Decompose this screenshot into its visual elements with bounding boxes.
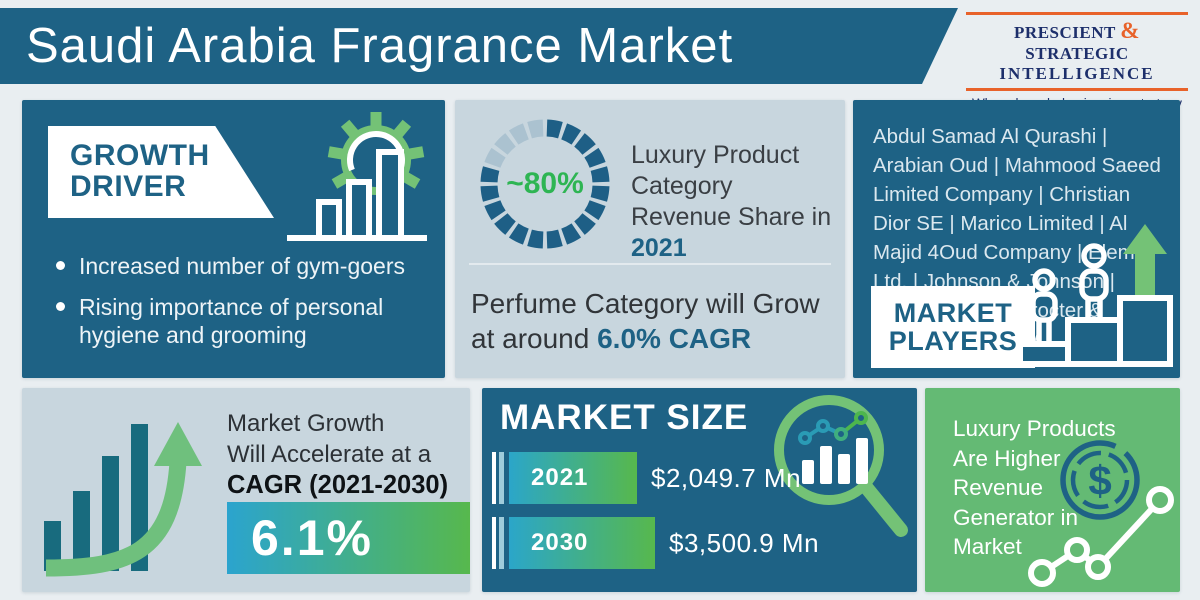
growth-driver-bullets: Increased number of gym-goers Rising imp… (56, 252, 431, 362)
donut-center-label: ~80% (506, 167, 584, 200)
growth-driver-bullet: Rising importance of personal hygiene an… (56, 293, 431, 349)
market-players-heading: MARKET PLAYERS (871, 286, 1035, 368)
logo-rule-top (966, 12, 1188, 15)
gear-bar-chart-icon (287, 112, 427, 241)
luxury-note-panel: Luxury Products Are Higher Revenue Gener… (925, 388, 1180, 592)
page-title: Saudi Arabia Fragrance Market (26, 19, 734, 73)
panel-divider (469, 263, 831, 265)
bar-year-label: 2030 (531, 529, 589, 556)
market-growth-panel: Market Growth Will Accelerate at a CAGR … (22, 388, 470, 592)
market-growth-line3: CAGR (2021-2030) (227, 471, 449, 499)
market-size-panel: MARKET SIZE 2021 $2,049.7 Mn (482, 388, 917, 592)
cagr-value: 6.1% (251, 510, 373, 566)
bar-stripe (499, 517, 504, 569)
magnifier-bar-chart-icon (774, 395, 908, 537)
market-size-bar: 2021 (509, 452, 637, 504)
logo-name-line2: INTELLIGENCE (999, 64, 1155, 83)
growth-driver-heading: GROWTH DRIVER (48, 126, 274, 218)
revenue-share-text: Luxury Product Category Revenue Share in… (631, 140, 837, 264)
perfume-growth-highlight: 6.0% CAGR (597, 323, 752, 354)
logo-ampersand: & (1120, 18, 1140, 43)
dollar-coin-trend-icon: $ (1028, 440, 1174, 587)
growth-driver-heading-line1: GROWTH (70, 139, 210, 172)
donut-chart (480, 119, 610, 249)
podium-people-arrow-icon (1017, 224, 1173, 367)
bar-stripe (492, 452, 496, 504)
cagr-value-box: 6.1% (227, 502, 470, 574)
logo-word-strategic: STRATEGIC (1025, 44, 1129, 63)
revenue-share-year: 2021 (631, 234, 687, 262)
bar-stripe (492, 517, 496, 569)
bullet-text: Increased number of gym-goers (79, 253, 405, 279)
market-size-row-2021: 2021 $2,049.7 Mn (492, 452, 801, 504)
market-growth-text: Market Growth Will Accelerate at a CAGR … (227, 408, 448, 501)
market-players-heading-line1: MARKET (893, 298, 1013, 328)
bar-value-label: $2,049.7 Mn (651, 462, 802, 493)
bar-value-label: $3,500.9 Mn (669, 527, 820, 558)
market-players-panel: Abdul Samad Al Qurashi | Arabian Oud | M… (853, 100, 1180, 378)
market-players-heading-line2: PLAYERS (888, 326, 1018, 356)
rising-bars-arrow-icon (44, 422, 202, 577)
bar-stripe (499, 452, 504, 504)
brand-logo: PRESCIENT & STRATEGIC INTELLIGENCE Where… (966, 12, 1188, 111)
bullet-dot (56, 302, 65, 311)
market-growth-line2: Will Accelerate at a (227, 441, 432, 468)
bar-year-label: 2021 (531, 464, 589, 491)
header-banner: Saudi Arabia Fragrance Market (0, 8, 958, 84)
revenue-share-panel: ~80% Luxury Product Category Revenue Sha… (455, 100, 845, 378)
growth-driver-bullet: Increased number of gym-goers (56, 252, 431, 280)
perfume-growth-text: Perfume Category will Grow at around 6.0… (471, 286, 839, 356)
market-size-row-2030: 2030 $3,500.9 Mn (492, 517, 819, 569)
logo-rule-bottom (966, 88, 1188, 91)
luxury-note-text: Luxury Products Are Higher Revenue Gener… (953, 416, 1116, 559)
logo-word-prescient: PRESCIENT (1014, 23, 1116, 42)
market-size-bar: 2030 (509, 517, 655, 569)
growth-driver-heading-line2: DRIVER (70, 170, 187, 203)
logo-name-line1: PRESCIENT & STRATEGIC (966, 18, 1188, 64)
market-growth-line1: Market Growth (227, 410, 385, 437)
bullet-text: Rising importance of personal hygiene an… (79, 294, 384, 348)
growth-driver-panel: GROWTH DRIVER (22, 100, 445, 378)
svg-text:$: $ (1088, 457, 1111, 504)
bullet-dot (56, 261, 65, 270)
revenue-share-prefix: Luxury Product Category Revenue Share in (631, 141, 832, 231)
market-size-title: MARKET SIZE (500, 398, 749, 437)
perfume-growth-prefix: Perfume Category will Grow at around (471, 288, 820, 354)
